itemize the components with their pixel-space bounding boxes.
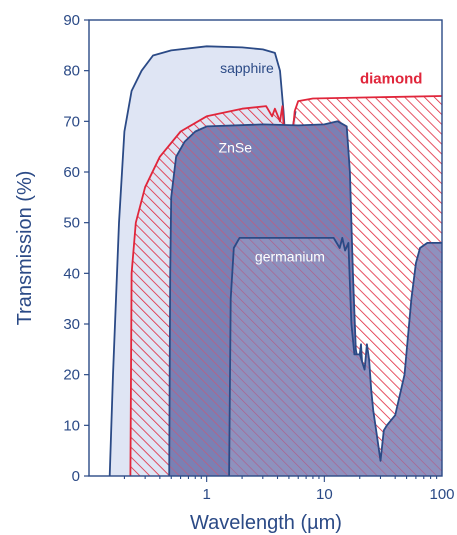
- diamond-label: diamond: [360, 70, 423, 87]
- y-tick-label: 10: [63, 417, 80, 434]
- plot-frame: [88, 19, 443, 477]
- y-tick-label: 20: [63, 367, 80, 384]
- axis-ticks: 0 10 20 30 40 50 60 70 80 90 1 10 100: [63, 12, 454, 503]
- y-tick-label: 0: [72, 468, 80, 485]
- y-tick-label: 30: [63, 316, 80, 333]
- x-tick-label: 10: [316, 486, 333, 503]
- x-tick-label: 100: [429, 486, 454, 503]
- y-tick-label: 40: [63, 265, 80, 282]
- plot-border: [88, 19, 443, 477]
- y-tick-label: 70: [63, 113, 80, 130]
- sapphire-label: sapphire: [220, 60, 274, 76]
- x-tick-label: 1: [202, 486, 210, 503]
- y-tick-label: 60: [63, 164, 80, 181]
- y-axis-title: Transmission (%): [14, 171, 36, 326]
- series-layer: [108, 45, 442, 476]
- germanium-label: germanium: [255, 249, 325, 265]
- germanium-area: [229, 237, 442, 476]
- znse-label: ZnSe: [219, 140, 253, 156]
- x-axis-title: Wavelength (µm): [190, 512, 342, 534]
- y-tick-label: 90: [63, 12, 80, 29]
- germanium-line: [228, 237, 442, 476]
- series-labels: sapphire diamond ZnSe germanium: [219, 60, 423, 264]
- y-tick-label: 50: [63, 215, 80, 232]
- y-tick-label: 80: [63, 63, 80, 80]
